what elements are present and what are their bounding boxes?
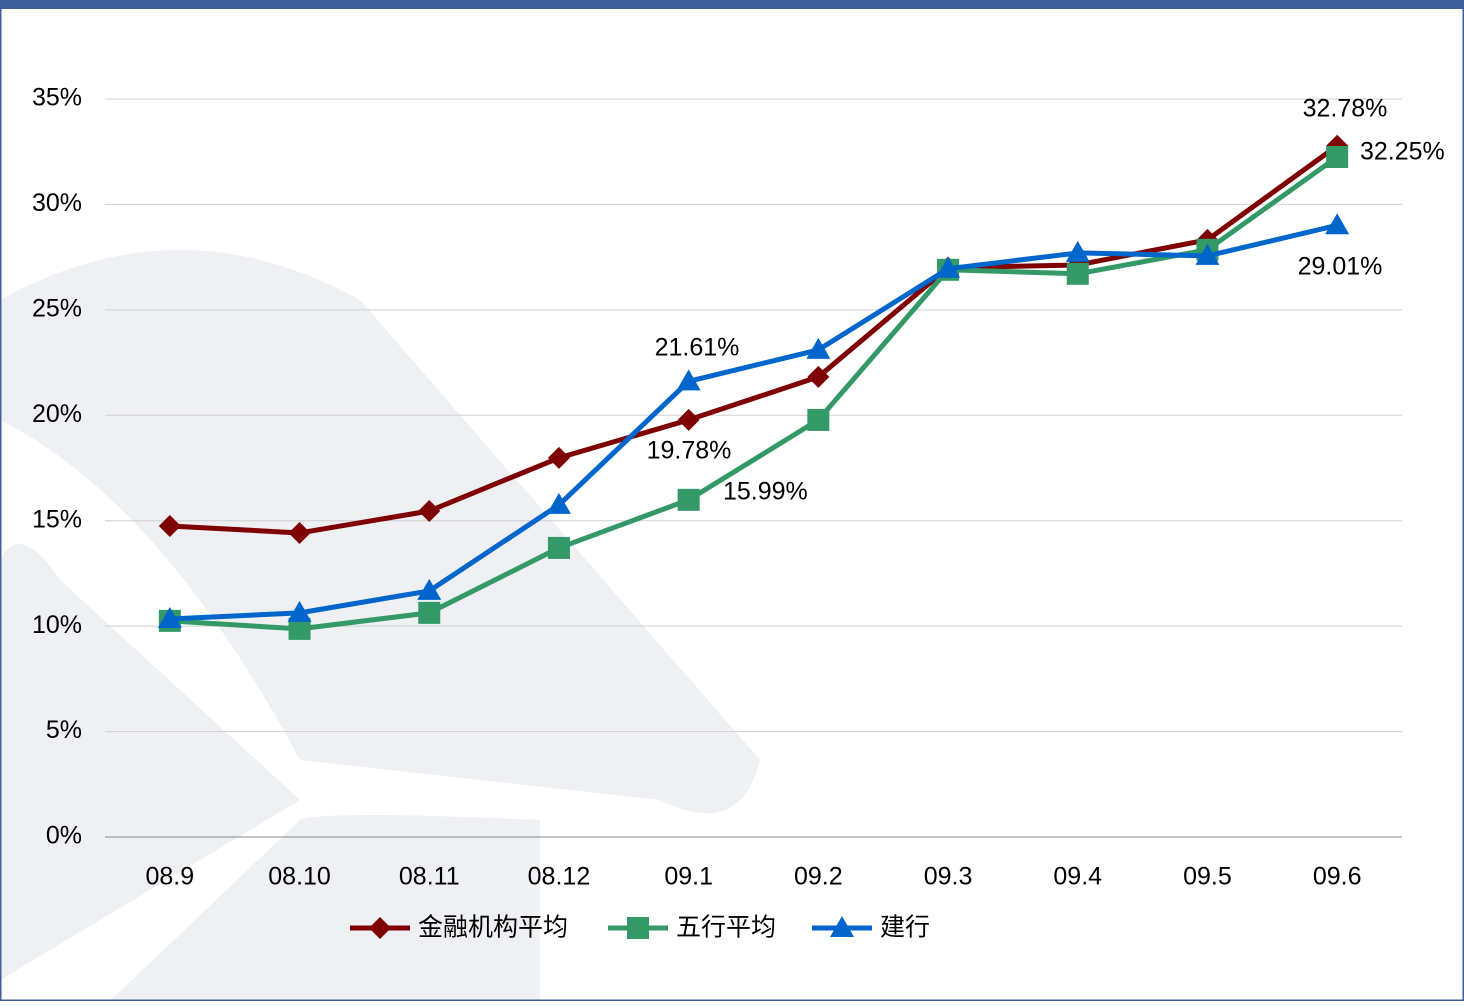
point-marker bbox=[936, 256, 961, 278]
watermark bbox=[0, 250, 760, 814]
legend-label: 建行 bbox=[880, 914, 930, 942]
point-marker bbox=[1066, 262, 1089, 285]
point-marker bbox=[676, 369, 701, 391]
watermark bbox=[0, 544, 300, 980]
watermark bbox=[110, 815, 540, 1001]
point-marker bbox=[677, 488, 700, 511]
point-marker bbox=[547, 536, 570, 559]
y-tick-label: 30% bbox=[32, 189, 82, 217]
point-marker bbox=[418, 601, 441, 624]
x-tick-label: 09.1 bbox=[664, 863, 713, 891]
y-tick-label: 25% bbox=[32, 294, 82, 322]
point-marker bbox=[806, 337, 831, 359]
data-label: 15.99% bbox=[723, 478, 808, 506]
series-line bbox=[169, 222, 1338, 622]
point-marker bbox=[157, 606, 182, 628]
x-tick-label: 09.6 bbox=[1313, 863, 1362, 891]
point-marker bbox=[158, 514, 181, 537]
point-marker bbox=[546, 492, 571, 514]
legend-label: 金融机构平均 bbox=[418, 914, 568, 942]
x-tick-label: 08.12 bbox=[528, 863, 591, 891]
x-tick-label: 09.4 bbox=[1053, 863, 1102, 891]
x-tick-label: 08.9 bbox=[146, 863, 195, 891]
data-label: 29.01% bbox=[1298, 253, 1383, 281]
data-label: 21.61% bbox=[655, 334, 740, 362]
point-marker bbox=[418, 500, 441, 523]
point-marker bbox=[807, 408, 830, 431]
point-marker bbox=[1325, 213, 1350, 235]
point-marker bbox=[417, 578, 442, 600]
point-marker bbox=[677, 408, 700, 431]
data-label: 32.25% bbox=[1360, 138, 1445, 166]
data-label: 32.78% bbox=[1303, 95, 1388, 123]
legend-marker bbox=[830, 916, 854, 937]
y-tick-label: 15% bbox=[32, 505, 82, 533]
point-marker bbox=[547, 446, 570, 469]
point-marker bbox=[1326, 145, 1349, 168]
y-tick-label: 20% bbox=[32, 400, 82, 428]
legend-marker bbox=[627, 917, 649, 939]
data-label: 19.78% bbox=[647, 437, 732, 465]
plot-area: 0% 5% 10% 15% 20% 25% 30% 35% 08.9 08.10 08.11 08.1… bbox=[32, 84, 1445, 942]
y-tick-label: 0% bbox=[46, 822, 82, 850]
point-marker bbox=[1065, 240, 1090, 262]
point-marker bbox=[288, 617, 311, 640]
legend-marker bbox=[369, 917, 391, 939]
point-marker bbox=[1195, 243, 1220, 265]
series-line bbox=[169, 154, 1339, 632]
y-tick-label: 5% bbox=[46, 716, 82, 744]
y-tick-label: 35% bbox=[32, 84, 82, 112]
x-tick-label: 09.5 bbox=[1183, 863, 1232, 891]
point-marker bbox=[287, 600, 312, 622]
x-tick-label: 08.10 bbox=[268, 863, 331, 891]
top-bar bbox=[0, 0, 1464, 9]
point-marker bbox=[288, 521, 311, 544]
point-marker bbox=[807, 365, 830, 388]
y-tick-label: 10% bbox=[32, 611, 82, 639]
x-tick-label: 08.11 bbox=[399, 863, 460, 891]
x-tick-label: 09.3 bbox=[924, 863, 973, 891]
x-tick-label: 09.2 bbox=[794, 863, 843, 891]
legend-label: 五行平均 bbox=[676, 914, 776, 942]
